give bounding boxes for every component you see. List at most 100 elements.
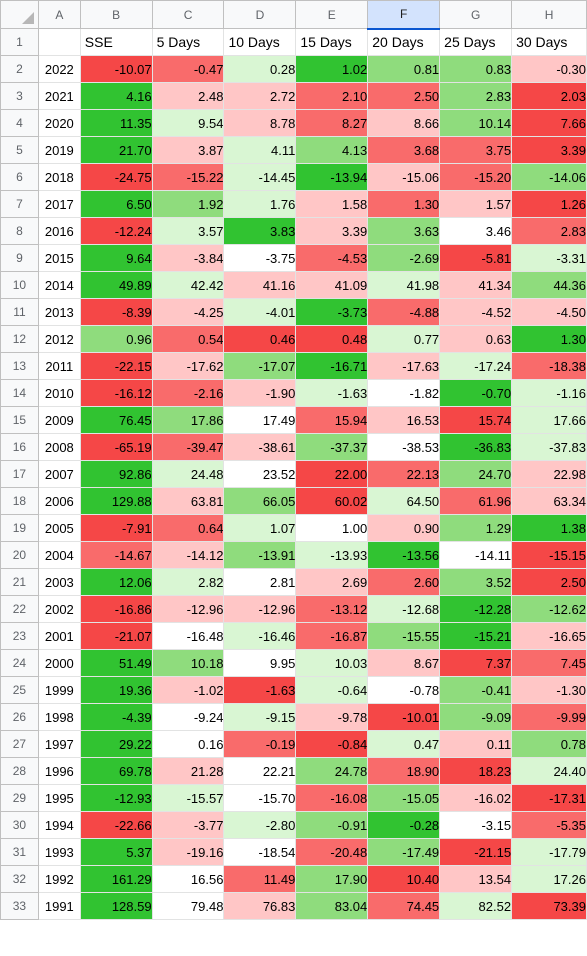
value-cell[interactable]: 29.22 xyxy=(79,730,153,758)
value-cell[interactable]: -9.15 xyxy=(223,703,297,731)
value-cell[interactable]: -15.21 xyxy=(439,622,513,650)
value-cell[interactable]: 0.77 xyxy=(367,325,441,353)
row-number[interactable]: 19 xyxy=(0,514,39,542)
value-cell[interactable]: 0.83 xyxy=(439,55,513,83)
value-cell[interactable]: 1.29 xyxy=(439,514,513,542)
value-cell[interactable]: 8.66 xyxy=(367,109,441,137)
value-cell[interactable]: 0.63 xyxy=(439,325,513,353)
select-all-corner[interactable] xyxy=(0,0,39,29)
value-cell[interactable]: -16.87 xyxy=(295,622,369,650)
value-cell[interactable]: -12.28 xyxy=(439,595,513,623)
value-cell[interactable]: -14.11 xyxy=(439,541,513,569)
value-cell[interactable]: -13.93 xyxy=(295,541,369,569)
value-cell[interactable]: -4.25 xyxy=(151,298,225,326)
year-cell[interactable]: 2011 xyxy=(37,352,81,380)
row-number[interactable]: 24 xyxy=(0,649,39,677)
value-cell[interactable]: 11.35 xyxy=(79,109,153,137)
row-number[interactable]: 2 xyxy=(0,55,39,83)
year-cell[interactable]: 1994 xyxy=(37,811,81,839)
header-cell-5-days[interactable]: 5 Days xyxy=(151,28,225,56)
value-cell[interactable]: 41.98 xyxy=(367,271,441,299)
value-cell[interactable]: 0.16 xyxy=(151,730,225,758)
value-cell[interactable]: 1.92 xyxy=(151,190,225,218)
value-cell[interactable]: 63.34 xyxy=(511,487,587,515)
value-cell[interactable]: 2.10 xyxy=(295,82,369,110)
value-cell[interactable]: 0.90 xyxy=(367,514,441,542)
value-cell[interactable]: 3.63 xyxy=(367,217,441,245)
year-cell[interactable]: 1997 xyxy=(37,730,81,758)
value-cell[interactable]: 4.13 xyxy=(295,136,369,164)
column-header-c[interactable]: C xyxy=(151,0,225,29)
row-number[interactable]: 12 xyxy=(0,325,39,353)
value-cell[interactable]: 2.69 xyxy=(295,568,369,596)
value-cell[interactable]: 15.94 xyxy=(295,406,369,434)
value-cell[interactable]: 10.18 xyxy=(151,649,225,677)
year-cell[interactable]: 2021 xyxy=(37,82,81,110)
value-cell[interactable]: 24.48 xyxy=(151,460,225,488)
year-cell[interactable]: 2018 xyxy=(37,163,81,191)
row-number[interactable]: 16 xyxy=(0,433,39,461)
year-cell[interactable]: 2001 xyxy=(37,622,81,650)
value-cell[interactable]: 3.57 xyxy=(151,217,225,245)
value-cell[interactable]: -0.64 xyxy=(295,676,369,704)
value-cell[interactable]: -13.56 xyxy=(367,541,441,569)
row-number[interactable]: 7 xyxy=(0,190,39,218)
value-cell[interactable]: -2.69 xyxy=(367,244,441,272)
row-number[interactable]: 29 xyxy=(0,784,39,812)
value-cell[interactable]: 1.30 xyxy=(367,190,441,218)
value-cell[interactable]: 7.66 xyxy=(511,109,587,137)
year-cell[interactable]: 1996 xyxy=(37,757,81,785)
value-cell[interactable]: 0.28 xyxy=(223,55,297,83)
value-cell[interactable]: -5.35 xyxy=(511,811,587,839)
year-cell[interactable]: 2013 xyxy=(37,298,81,326)
value-cell[interactable]: -1.30 xyxy=(511,676,587,704)
value-cell[interactable]: -9.99 xyxy=(511,703,587,731)
value-cell[interactable]: 22.21 xyxy=(223,757,297,785)
value-cell[interactable]: 2.50 xyxy=(511,568,587,596)
value-cell[interactable]: -12.24 xyxy=(79,217,153,245)
header-cell-15-days[interactable]: 15 Days xyxy=(295,28,369,56)
value-cell[interactable]: -3.73 xyxy=(295,298,369,326)
value-cell[interactable]: 60.02 xyxy=(295,487,369,515)
value-cell[interactable]: -16.71 xyxy=(295,352,369,380)
year-cell[interactable]: 1993 xyxy=(37,838,81,866)
row-number[interactable]: 14 xyxy=(0,379,39,407)
value-cell[interactable]: 1.02 xyxy=(295,55,369,83)
value-cell[interactable]: -37.37 xyxy=(295,433,369,461)
column-header-e[interactable]: E xyxy=(295,0,369,29)
value-cell[interactable]: 11.49 xyxy=(223,865,297,893)
value-cell[interactable]: 17.49 xyxy=(223,406,297,434)
value-cell[interactable]: 9.95 xyxy=(223,649,297,677)
value-cell[interactable]: 18.90 xyxy=(367,757,441,785)
value-cell[interactable]: -0.84 xyxy=(295,730,369,758)
value-cell[interactable]: 18.23 xyxy=(439,757,513,785)
value-cell[interactable]: -9.78 xyxy=(295,703,369,731)
row-number[interactable]: 31 xyxy=(0,838,39,866)
value-cell[interactable]: -21.15 xyxy=(439,838,513,866)
value-cell[interactable]: -1.63 xyxy=(295,379,369,407)
value-cell[interactable]: -3.84 xyxy=(151,244,225,272)
year-cell[interactable]: 2007 xyxy=(37,460,81,488)
value-cell[interactable]: 3.52 xyxy=(439,568,513,596)
value-cell[interactable]: 3.83 xyxy=(223,217,297,245)
value-cell[interactable]: 69.78 xyxy=(79,757,153,785)
value-cell[interactable]: -1.02 xyxy=(151,676,225,704)
value-cell[interactable]: -17.24 xyxy=(439,352,513,380)
year-cell[interactable]: 2006 xyxy=(37,487,81,515)
row-number[interactable]: 15 xyxy=(0,406,39,434)
value-cell[interactable]: 17.66 xyxy=(511,406,587,434)
column-header-a[interactable]: A xyxy=(37,0,81,29)
year-cell[interactable]: 2016 xyxy=(37,217,81,245)
value-cell[interactable]: 4.11 xyxy=(223,136,297,164)
value-cell[interactable]: 7.45 xyxy=(511,649,587,677)
header-cell-25-days[interactable]: 25 Days xyxy=(439,28,513,56)
value-cell[interactable]: 129.88 xyxy=(79,487,153,515)
value-cell[interactable]: 0.78 xyxy=(511,730,587,758)
value-cell[interactable]: -9.24 xyxy=(151,703,225,731)
year-cell[interactable]: 2015 xyxy=(37,244,81,272)
value-cell[interactable]: -15.57 xyxy=(151,784,225,812)
value-cell[interactable]: -17.62 xyxy=(151,352,225,380)
value-cell[interactable]: 41.34 xyxy=(439,271,513,299)
year-cell[interactable]: 2017 xyxy=(37,190,81,218)
column-header-h[interactable]: H xyxy=(511,0,587,29)
